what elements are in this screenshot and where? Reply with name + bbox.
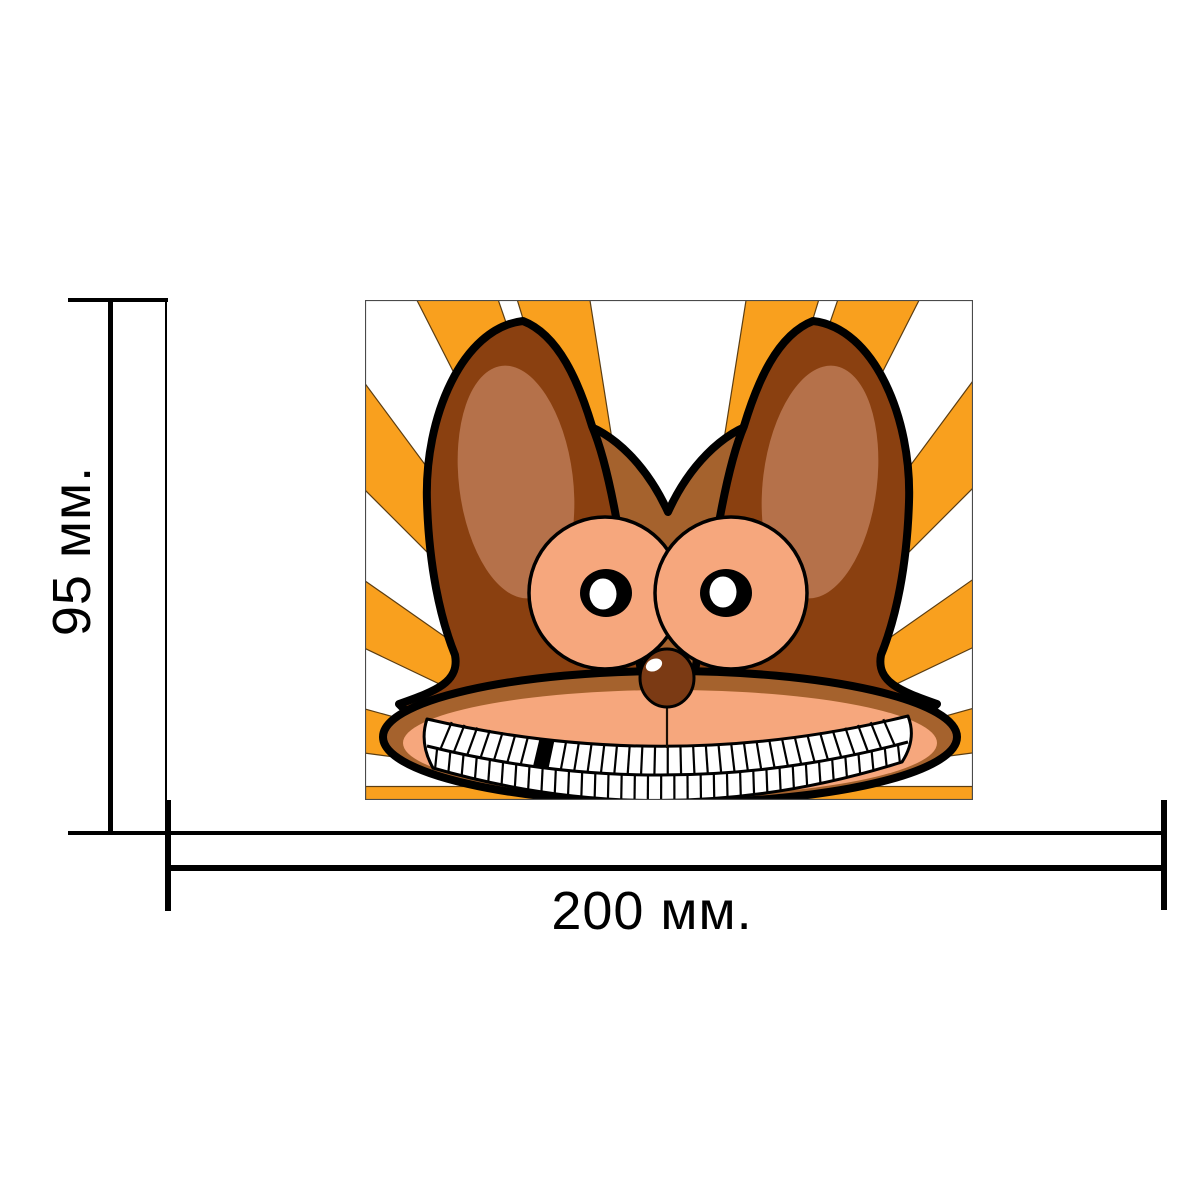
upper-tooth-divider [439, 721, 453, 750]
lower-tooth-divider [593, 772, 597, 799]
upper-tooth-divider [882, 718, 896, 746]
upper-tooth-divider [856, 724, 870, 753]
teeth-occlusion-line [426, 740, 909, 777]
upper-tooth-divider [452, 724, 466, 753]
upper-tooth-divider [559, 741, 568, 770]
nose-highlight [645, 658, 663, 672]
lower-tooth-divider [791, 765, 796, 790]
upper-tooth-divider [704, 745, 709, 774]
missing-tooth [534, 738, 554, 769]
teeth-band [422, 714, 913, 800]
upper-tooth-divider [519, 736, 530, 765]
width-dimension-label: 200 мм. [551, 881, 753, 941]
upper-tooth-divider [679, 746, 683, 775]
upper-tooth-divider [730, 743, 736, 773]
upper-tooth-divider [586, 743, 593, 773]
lower-tooth-divider [566, 770, 571, 796]
lower-tooth-divider [870, 750, 875, 772]
lower-tooth-divider [553, 768, 557, 795]
height-top-tick [68, 298, 168, 302]
lower-tooth-divider [804, 763, 809, 787]
lower-tooth-divider [831, 758, 835, 782]
left-ear-inner [457, 365, 575, 599]
upper-tooth-divider [806, 734, 816, 763]
upper-tooth-divider [573, 742, 580, 772]
nose [638, 647, 696, 709]
upper-tooth-divider [755, 741, 763, 770]
lower-tooth-divider [739, 771, 742, 797]
lower-tooth-divider [765, 768, 769, 794]
upper-tooth-divider [742, 742, 749, 772]
lower-tooth-divider [473, 756, 478, 780]
width-left-tick [165, 800, 171, 911]
lower-tooth-divider [433, 747, 439, 770]
height-extension-line [165, 300, 167, 800]
lower-tooth-divider [752, 770, 756, 795]
upper-tooth-divider [506, 734, 517, 763]
upper-tooth-divider [831, 729, 843, 758]
lower-tooth-divider [580, 771, 584, 797]
upper-tooth-divider [818, 732, 830, 761]
lower-tooth-divider [896, 743, 902, 765]
upper-tooth-divider [768, 739, 776, 769]
artwork-frame [365, 300, 973, 800]
lower-tooth-divider [857, 753, 862, 776]
upper-tooth-divider [599, 744, 606, 774]
height-dimension-line [108, 300, 113, 833]
upper-tooth-divider [869, 721, 883, 750]
lower-tooth-divider [527, 765, 531, 791]
bottom-extension-line [68, 831, 1165, 835]
lower-tooth-divider [500, 761, 505, 786]
lower-tooth-divider [817, 760, 822, 785]
lower-tooth-divider [540, 767, 544, 793]
upper-tooth-divider [466, 727, 479, 756]
upper-tooth-divider [780, 738, 790, 767]
left-eye-pupil [589, 578, 617, 610]
upper-tooth-divider [717, 744, 723, 774]
lower-tooth-divider [487, 758, 492, 783]
lower-tooth-divider [606, 773, 610, 800]
upper-tooth-divider [844, 727, 856, 756]
lower-tooth-divider [883, 747, 888, 769]
lower-tooth-divider [460, 753, 465, 777]
upper-tooth-divider [639, 746, 644, 775]
upper-tooth-divider [626, 745, 631, 775]
upper-tooth-divider [613, 745, 619, 775]
upper-tooth-divider [692, 745, 696, 775]
upper-tooth-divider [793, 736, 803, 765]
lower-tooth-divider [447, 750, 452, 774]
lower-tooth-divider [513, 763, 518, 788]
upper-tooth-divider [479, 729, 491, 759]
artwork-image [365, 300, 973, 800]
lower-tooth-divider [778, 767, 782, 792]
upper-tooth-divider [653, 746, 657, 776]
right-ear-inner [761, 365, 879, 599]
lower-tooth-divider [844, 755, 849, 779]
width-dimension-line [167, 865, 1165, 871]
upper-tooth-divider [492, 732, 504, 761]
right-eye-pupil [709, 576, 737, 608]
height-dimension-label: 95 мм. [42, 465, 102, 637]
lower-tooth-divider [725, 772, 729, 798]
width-right-tick [1161, 800, 1167, 910]
